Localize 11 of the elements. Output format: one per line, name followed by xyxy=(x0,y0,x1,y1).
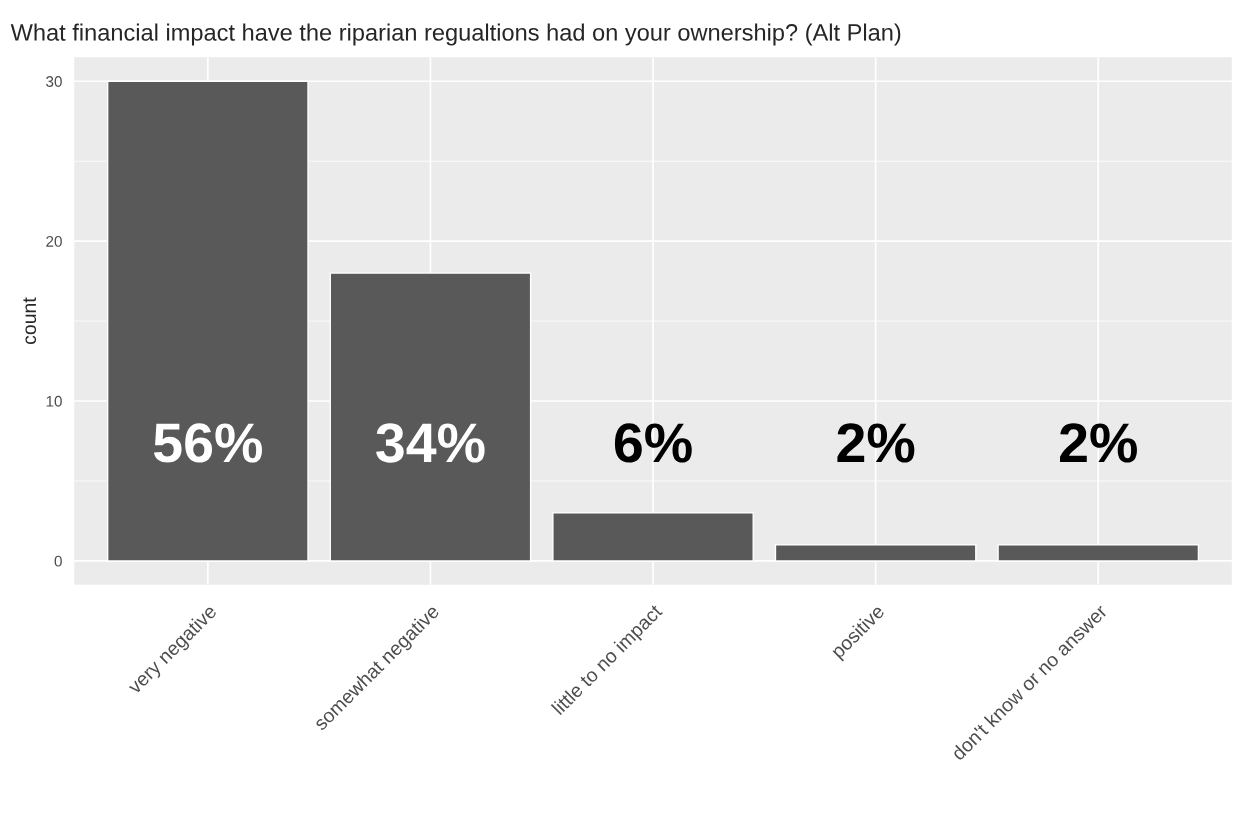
chart-title: What financial impact have the riparian regualtions had on your ownership? (Alt Plan) xyxy=(10,23,901,46)
y-axis-title: count xyxy=(23,297,37,345)
y-tick-label: 30 xyxy=(46,76,62,87)
y-tick-label: 20 xyxy=(46,235,62,247)
annotation: 34% xyxy=(376,423,485,463)
annotation: 2% xyxy=(1060,423,1137,463)
y-tick-label: 0 xyxy=(54,555,62,567)
annotation: 56% xyxy=(153,423,262,463)
y-tick-label: 10 xyxy=(46,395,62,407)
annotation: 6% xyxy=(614,423,692,463)
annotation: 2% xyxy=(837,423,915,463)
